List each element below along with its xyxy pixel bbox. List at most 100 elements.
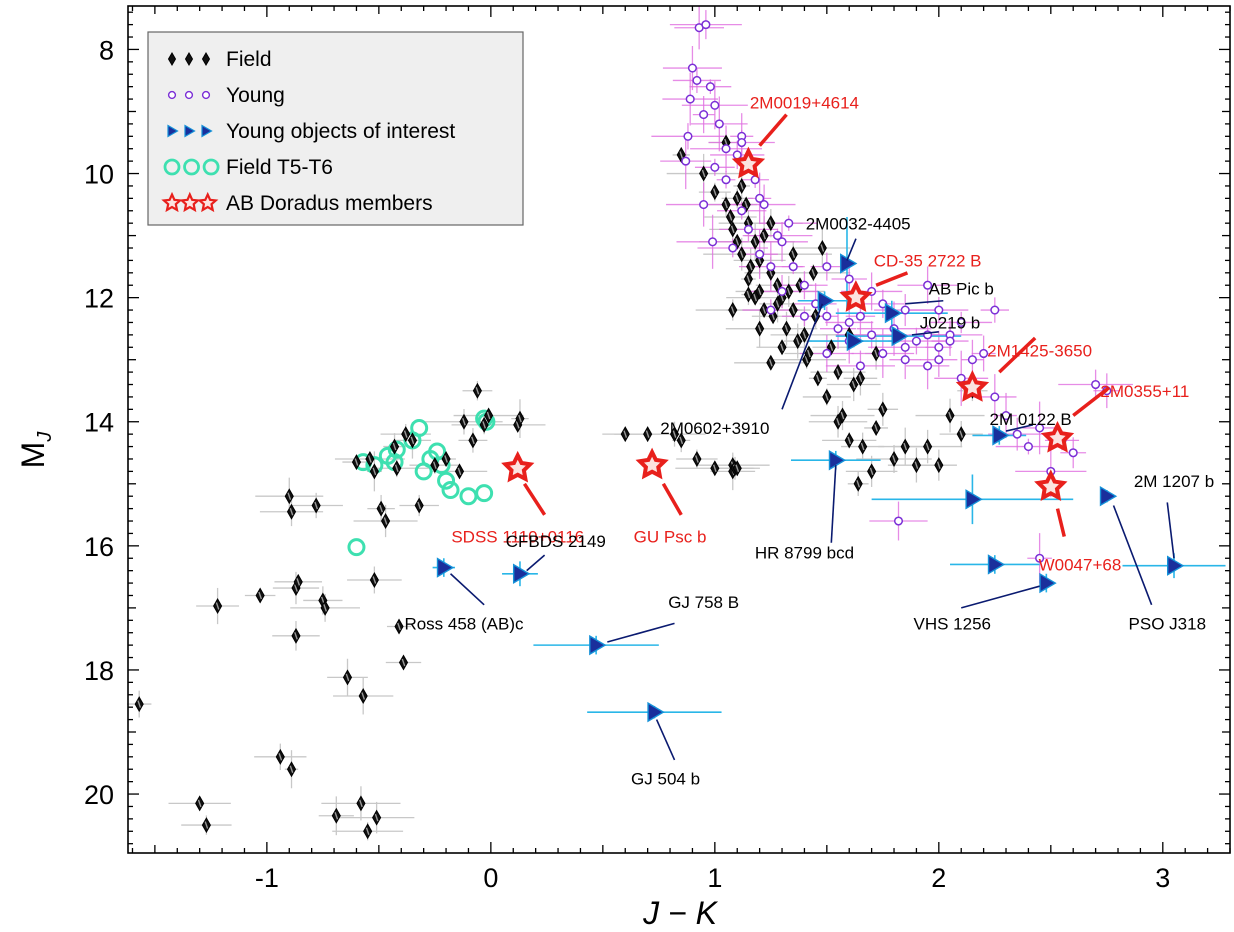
field-point-highlight [746, 290, 751, 299]
young-point [701, 20, 711, 30]
legend-abdor-symbol [196, 191, 219, 213]
annotation-leader [1072, 386, 1111, 417]
young-point [923, 361, 933, 371]
young-point [784, 218, 794, 228]
x-tick-label: 2 [931, 863, 946, 893]
annotation-label: Ross 458 (AB)c [404, 615, 524, 634]
young-point [681, 156, 691, 166]
field-point-highlight [623, 430, 628, 438]
y-tick-label: 14 [84, 408, 114, 438]
field-point-highlight [925, 442, 930, 451]
field-point-highlight [880, 405, 885, 414]
x-tick-label: -1 [255, 863, 279, 893]
field-point-highlight [757, 287, 762, 296]
field-point-highlight [278, 753, 283, 761]
young-point [737, 137, 747, 148]
annotation-leader [846, 238, 857, 261]
plot-border [127, 5, 1231, 854]
young-point [990, 392, 1000, 402]
field-point-highlight [672, 430, 677, 438]
field-point-highlight [824, 393, 829, 401]
field-t5t6-point [410, 418, 429, 437]
field-point-highlight [840, 411, 845, 420]
field-point-highlight [482, 421, 486, 429]
field-point-highlight [345, 673, 350, 682]
ab-doradus-point [1034, 469, 1068, 502]
legend-label: Young [226, 84, 285, 107]
young-point [822, 348, 832, 359]
legend-label: Young objects of interest [226, 120, 455, 143]
field-point-highlight [856, 480, 861, 488]
field-point-highlight [802, 331, 807, 339]
young-point [732, 150, 742, 160]
y-tick-label: 18 [84, 656, 114, 686]
annotation-leader [905, 299, 944, 305]
field-point-highlight [401, 658, 406, 667]
legend-field-symbol [201, 52, 211, 66]
field-point-highlight [417, 501, 422, 510]
data-markers [134, 20, 1185, 840]
annotation-leader [661, 482, 683, 516]
young-point [788, 262, 798, 272]
field-point-highlight [379, 504, 383, 513]
annotation-label: 2M0032-4405 [806, 214, 911, 233]
young-point [728, 243, 738, 253]
field-point-highlight [294, 632, 298, 640]
field-point-highlight [874, 349, 878, 358]
interest-point [992, 425, 1010, 446]
field-point-highlight [701, 169, 706, 178]
young-point [799, 311, 809, 321]
annotation-leader [449, 573, 485, 606]
field-point-highlight [361, 692, 366, 700]
y-tick-label: 10 [84, 160, 114, 190]
annotation-leader [522, 482, 547, 516]
field-point-highlight [786, 287, 791, 296]
field-point-highlight [518, 414, 522, 423]
annotation-leader [1112, 505, 1153, 606]
young-point [755, 249, 765, 259]
legend-interest-symbol [167, 124, 179, 138]
young-point [737, 206, 747, 216]
field-point-highlight [816, 374, 820, 383]
annotation-leader [998, 336, 1037, 374]
ab-doradus-point [635, 447, 669, 480]
interest-point [846, 330, 865, 352]
annotations: 2M0019+4614 2M0032-4405 CD-35 2722 B AB Pic… [404, 93, 1214, 788]
interest-point [965, 489, 983, 510]
young-point [687, 63, 697, 73]
field-point-highlight [368, 455, 372, 463]
young-point [844, 317, 854, 328]
field-point-highlight [712, 464, 717, 473]
x-axis-label: J − K [642, 895, 718, 931]
y-tick-label: 12 [84, 284, 114, 314]
legend-t5t6-symbol [183, 158, 200, 176]
young-point [721, 175, 731, 185]
young-point [685, 94, 695, 104]
annotation-label: 2M0019+4614 [750, 93, 859, 112]
young-point [1001, 410, 1011, 421]
y-axis-label-main: M [15, 442, 51, 469]
field-point-highlight [735, 238, 740, 246]
field-point-highlight [914, 461, 919, 469]
young-point [967, 355, 977, 365]
legend-field-symbol [184, 52, 194, 66]
young-point [855, 361, 865, 371]
young-point [773, 231, 783, 241]
young-point [710, 100, 720, 110]
annotation-leader [758, 113, 788, 147]
annotation-leader [655, 719, 676, 761]
interest-point [1167, 555, 1185, 576]
field-point-highlight [730, 306, 735, 314]
annotation-label: 2M1425-3650 [987, 342, 1092, 361]
y-axis-label: MJ [15, 431, 56, 469]
annotation-label: VHS 1256 [914, 615, 992, 634]
field-point-highlight [858, 374, 863, 383]
young-point [1035, 553, 1045, 563]
young-point [855, 311, 865, 321]
legend-label: Field [226, 48, 272, 71]
field-point-highlight [807, 349, 811, 358]
x-tick-label: 3 [1155, 863, 1170, 893]
field-point-highlight [847, 436, 852, 445]
field-point-highlight [768, 219, 773, 227]
field-point-highlight [757, 324, 762, 333]
